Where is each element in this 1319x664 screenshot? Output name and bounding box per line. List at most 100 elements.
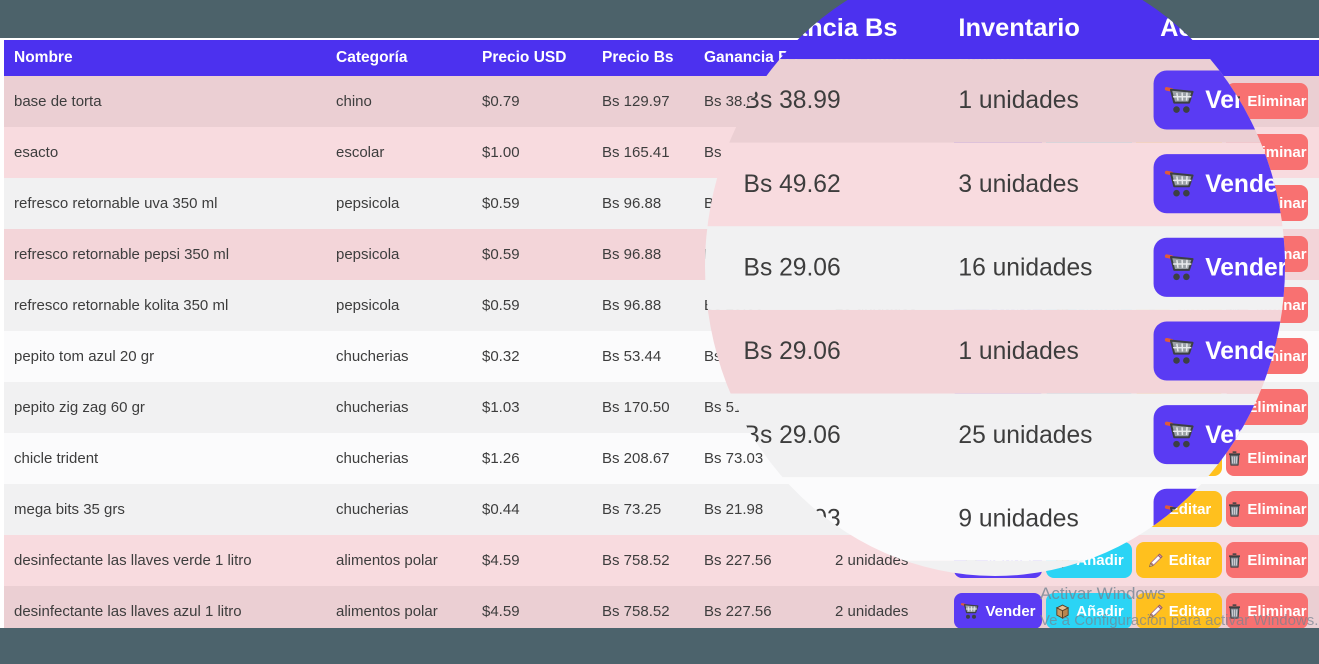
column-header-inventario: Inventario — [958, 14, 1080, 43]
cell-precio_bs: Bs 170.50 — [602, 399, 670, 416]
cell-categoria: chucherias — [336, 399, 409, 416]
vender-button-label: Vender — [1205, 169, 1285, 198]
cell-precio_usd: $0.59 — [482, 195, 520, 212]
cell-categoria: escolar — [336, 144, 385, 161]
cell-nombre: refresco retornable uva 350 ml — [14, 195, 218, 212]
column-header-ganancia_bs: Ganancia Bs — [743, 14, 898, 43]
cell-precio_bs: Bs 129.97 — [602, 93, 670, 110]
cell-inventario: 25 unidades — [958, 421, 1093, 450]
trash-icon — [1229, 603, 1241, 619]
column-header-acciones: Acciones — [1160, 14, 1274, 43]
cell-inventario: 16 unidades — [958, 254, 1093, 283]
cell-ganancia_bs: Bs 29.06 — [743, 254, 841, 283]
cell-categoria: alimentos polar — [336, 552, 438, 569]
vender-button[interactable]: Vender — [954, 593, 1042, 629]
cell-categoria: pepsicola — [336, 246, 400, 263]
vender-button-label: Vender — [985, 602, 1036, 620]
cell-nombre: base de torta — [14, 93, 102, 110]
eliminar-button-label: Eliminar — [1247, 602, 1307, 620]
cell-ganancia_bs: Bs 51.15 — [744, 561, 841, 576]
cell-ganancia_bs: Bs 227.56 — [704, 603, 772, 620]
cell-ganancia_bs: Bs 29.06 — [743, 421, 841, 450]
vender-button[interactable]: Vender — [1153, 154, 1285, 214]
box-icon — [1056, 604, 1070, 619]
cell-ganancia_bs: Bs 49.62 — [743, 170, 841, 199]
column-header-nombre: Nombre — [14, 49, 73, 66]
cell-nombre: desinfectante las llaves verde 1 litro — [14, 552, 252, 569]
eliminar-button[interactable]: Eliminar — [1226, 593, 1308, 629]
cell-nombre: mega bits 35 grs — [14, 501, 125, 518]
vender-button[interactable]: Vender — [1153, 70, 1285, 130]
vender-button[interactable]: Vender — [1153, 488, 1285, 548]
editar-button[interactable]: Editar — [1136, 593, 1222, 629]
vender-button-label: Vender — [1205, 253, 1285, 282]
cart-icon — [961, 603, 979, 619]
vender-button[interactable]: Vender — [1153, 405, 1285, 465]
cell-precio_usd: $0.44 — [482, 501, 520, 518]
cell-categoria: alimentos polar — [336, 603, 438, 620]
cell-nombre: chicle trident — [14, 450, 99, 467]
cell-precio_bs: Bs 758.52 — [602, 552, 670, 569]
cell-precio_usd: $0.59 — [482, 246, 520, 263]
cell-inventario: 9 unidades — [958, 505, 1079, 533]
cell-nombre: desinfectante las llaves azul 1 litro — [14, 603, 242, 620]
cell-nombre: pepito zig zag 60 gr — [14, 399, 145, 416]
column-header-precio_usd: Precio USD — [482, 49, 567, 66]
cart-icon — [1165, 421, 1195, 448]
cell-categoria: chucherias — [336, 348, 409, 365]
vender-button-label: Vender — [1205, 420, 1285, 449]
cell-precio_bs: Bs 53.44 — [602, 348, 662, 365]
vender-button[interactable]: Vender — [1153, 321, 1285, 381]
pencil-icon — [1148, 603, 1163, 618]
cell-nombre: refresco retornable kolita 350 ml — [14, 297, 229, 314]
cell-nombre: pepito tom azul 20 gr — [14, 348, 155, 365]
anadir-button-label: Añadir — [1076, 602, 1124, 620]
vender-button-label: Vender — [1205, 504, 1285, 533]
cell-inventario: 1 unidades — [958, 86, 1079, 115]
cell-precio_usd: $4.59 — [482, 603, 520, 620]
cell-precio_usd: $1.03 — [482, 399, 520, 416]
table-row: refresco retornable uva 350 mlpepsicola$… — [705, 226, 1285, 310]
cart-icon — [1165, 87, 1195, 113]
vender-button[interactable]: Vender — [1153, 237, 1285, 297]
cell-ganancia_bs: Bs 29.06 — [743, 337, 841, 366]
cell-precio_bs: Bs 165.41 — [602, 144, 670, 161]
table-row: refresco retornable pepsi 350 mlpepsicol… — [705, 309, 1285, 394]
table-row: refresco retornable kolita 350 mlpepsico… — [705, 393, 1285, 478]
anadir-button[interactable]: Añadir — [1046, 593, 1132, 629]
cart-icon — [1165, 338, 1195, 364]
cell-precio_bs: Bs 73.25 — [602, 501, 662, 518]
cart-icon — [1165, 505, 1195, 532]
cell-precio_usd: $0.32 — [482, 348, 520, 365]
cart-icon — [1165, 170, 1195, 197]
cell-inventario: 1 unidades — [958, 337, 1079, 366]
editar-button-label: Editar — [1168, 602, 1212, 620]
cell-nombre: refresco retornable pepsi 350 ml — [14, 246, 230, 263]
cell-nombre: esacto — [14, 144, 59, 161]
cell-categoria: chino — [336, 93, 372, 110]
column-header-categoria: Categoría — [336, 49, 408, 66]
cell-precio_bs: Bs 96.88 — [602, 297, 662, 314]
vender-button-label: Vender — [1205, 86, 1285, 114]
cell-categoria: chucherias — [336, 501, 409, 518]
column-header-precio_bs: Precio Bs — [602, 49, 674, 66]
vender-button-label: Vender — [1205, 337, 1285, 365]
cell-ganancia_bs: Bs 38.99 — [743, 86, 841, 115]
cell-categoria: chucherias — [336, 450, 409, 467]
cart-icon — [1165, 254, 1195, 281]
cell-precio_usd: $1.00 — [482, 144, 520, 161]
cell-precio_bs: Bs 758.52 — [602, 603, 670, 620]
bottom-band — [0, 628, 1319, 664]
cell-precio_bs: Bs 96.88 — [602, 246, 662, 263]
cell-precio_usd: $1.26 — [482, 450, 520, 467]
vender-button[interactable]: Vender — [1153, 572, 1285, 576]
